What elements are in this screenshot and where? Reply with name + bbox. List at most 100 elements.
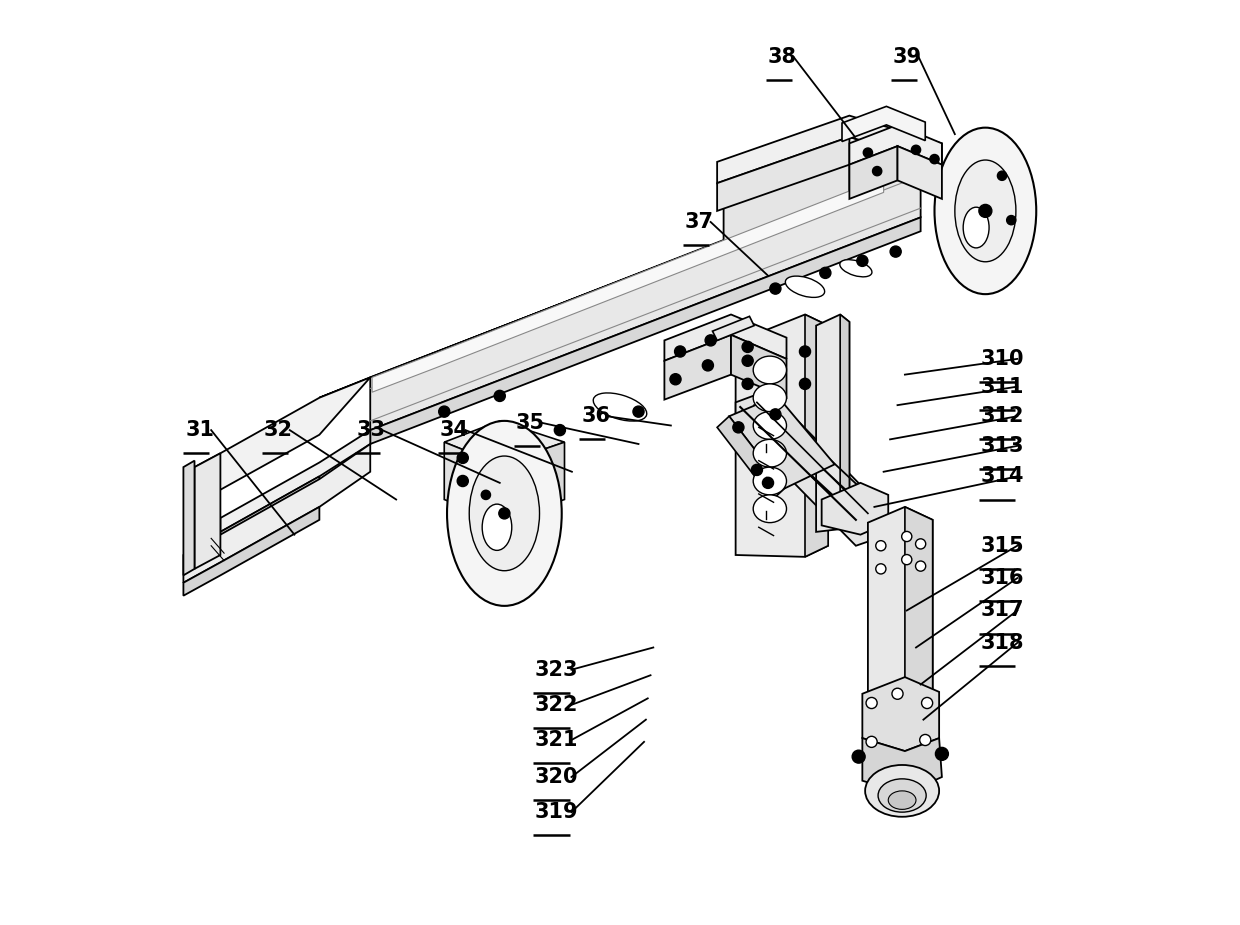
Ellipse shape <box>481 490 491 500</box>
Ellipse shape <box>978 204 992 217</box>
Ellipse shape <box>866 765 939 817</box>
Text: 32: 32 <box>264 420 293 440</box>
Polygon shape <box>500 442 564 522</box>
Ellipse shape <box>935 128 1037 294</box>
Text: 36: 36 <box>582 406 610 426</box>
Ellipse shape <box>785 276 825 298</box>
Text: 317: 317 <box>981 600 1024 621</box>
Polygon shape <box>184 461 195 575</box>
Ellipse shape <box>866 697 877 709</box>
Ellipse shape <box>911 145 920 154</box>
Ellipse shape <box>901 554 911 564</box>
Ellipse shape <box>852 750 866 763</box>
Ellipse shape <box>753 467 786 495</box>
Text: 315: 315 <box>981 536 1024 556</box>
Ellipse shape <box>675 346 686 357</box>
Ellipse shape <box>495 390 506 401</box>
Polygon shape <box>717 137 849 211</box>
Ellipse shape <box>753 356 786 384</box>
Ellipse shape <box>753 495 786 523</box>
Polygon shape <box>868 507 932 717</box>
Polygon shape <box>184 507 320 596</box>
Polygon shape <box>898 146 942 199</box>
Ellipse shape <box>706 335 717 346</box>
Polygon shape <box>665 314 786 361</box>
Ellipse shape <box>800 346 811 357</box>
Ellipse shape <box>863 148 873 157</box>
Polygon shape <box>444 442 500 522</box>
Ellipse shape <box>458 452 469 463</box>
Polygon shape <box>735 390 888 546</box>
Polygon shape <box>195 453 221 569</box>
Ellipse shape <box>857 255 868 266</box>
Polygon shape <box>724 157 849 245</box>
Ellipse shape <box>554 425 565 436</box>
Polygon shape <box>665 335 732 400</box>
Text: 38: 38 <box>768 47 797 68</box>
Ellipse shape <box>753 439 786 467</box>
Ellipse shape <box>807 331 839 350</box>
Text: 313: 313 <box>981 436 1024 456</box>
Polygon shape <box>713 316 754 340</box>
Text: 323: 323 <box>534 660 578 680</box>
Ellipse shape <box>770 409 781 420</box>
Ellipse shape <box>901 531 911 541</box>
Ellipse shape <box>439 406 450 417</box>
Text: 39: 39 <box>893 47 923 68</box>
Polygon shape <box>729 396 835 488</box>
Ellipse shape <box>742 378 753 389</box>
Ellipse shape <box>920 734 931 746</box>
Ellipse shape <box>915 561 926 571</box>
Polygon shape <box>372 178 884 392</box>
Text: 314: 314 <box>981 466 1024 487</box>
Ellipse shape <box>670 374 681 385</box>
Text: 316: 316 <box>981 568 1024 588</box>
Ellipse shape <box>873 166 882 176</box>
Polygon shape <box>320 165 920 398</box>
Ellipse shape <box>963 207 990 248</box>
Text: 31: 31 <box>185 420 215 440</box>
Ellipse shape <box>915 538 926 549</box>
Ellipse shape <box>482 504 512 550</box>
Polygon shape <box>724 137 898 205</box>
Polygon shape <box>732 335 786 398</box>
Text: 318: 318 <box>981 633 1024 653</box>
Polygon shape <box>371 165 920 430</box>
Ellipse shape <box>875 563 885 573</box>
Ellipse shape <box>888 791 916 809</box>
Polygon shape <box>184 444 371 583</box>
Ellipse shape <box>921 697 932 709</box>
Ellipse shape <box>800 378 811 389</box>
Ellipse shape <box>702 360 713 371</box>
Polygon shape <box>862 738 942 794</box>
Ellipse shape <box>742 355 753 366</box>
Ellipse shape <box>820 267 831 278</box>
Ellipse shape <box>742 341 753 352</box>
Text: 34: 34 <box>440 420 469 440</box>
Ellipse shape <box>739 352 779 375</box>
Polygon shape <box>849 146 898 199</box>
Text: 33: 33 <box>356 420 386 440</box>
Polygon shape <box>444 421 564 464</box>
Ellipse shape <box>866 736 877 747</box>
Text: 320: 320 <box>534 767 578 787</box>
Polygon shape <box>735 314 828 557</box>
Polygon shape <box>842 106 925 142</box>
Ellipse shape <box>890 246 901 257</box>
Ellipse shape <box>1007 216 1016 225</box>
Ellipse shape <box>733 422 744 433</box>
Ellipse shape <box>751 464 763 475</box>
Text: 37: 37 <box>684 212 714 232</box>
Ellipse shape <box>753 412 786 439</box>
Ellipse shape <box>955 160 1016 262</box>
Ellipse shape <box>593 393 647 421</box>
Ellipse shape <box>930 154 939 164</box>
Ellipse shape <box>632 406 644 417</box>
Polygon shape <box>805 314 828 557</box>
Text: 35: 35 <box>516 413 544 433</box>
Ellipse shape <box>875 540 885 550</box>
Ellipse shape <box>763 477 774 488</box>
Polygon shape <box>862 677 939 751</box>
Polygon shape <box>841 314 849 529</box>
Ellipse shape <box>458 475 469 487</box>
